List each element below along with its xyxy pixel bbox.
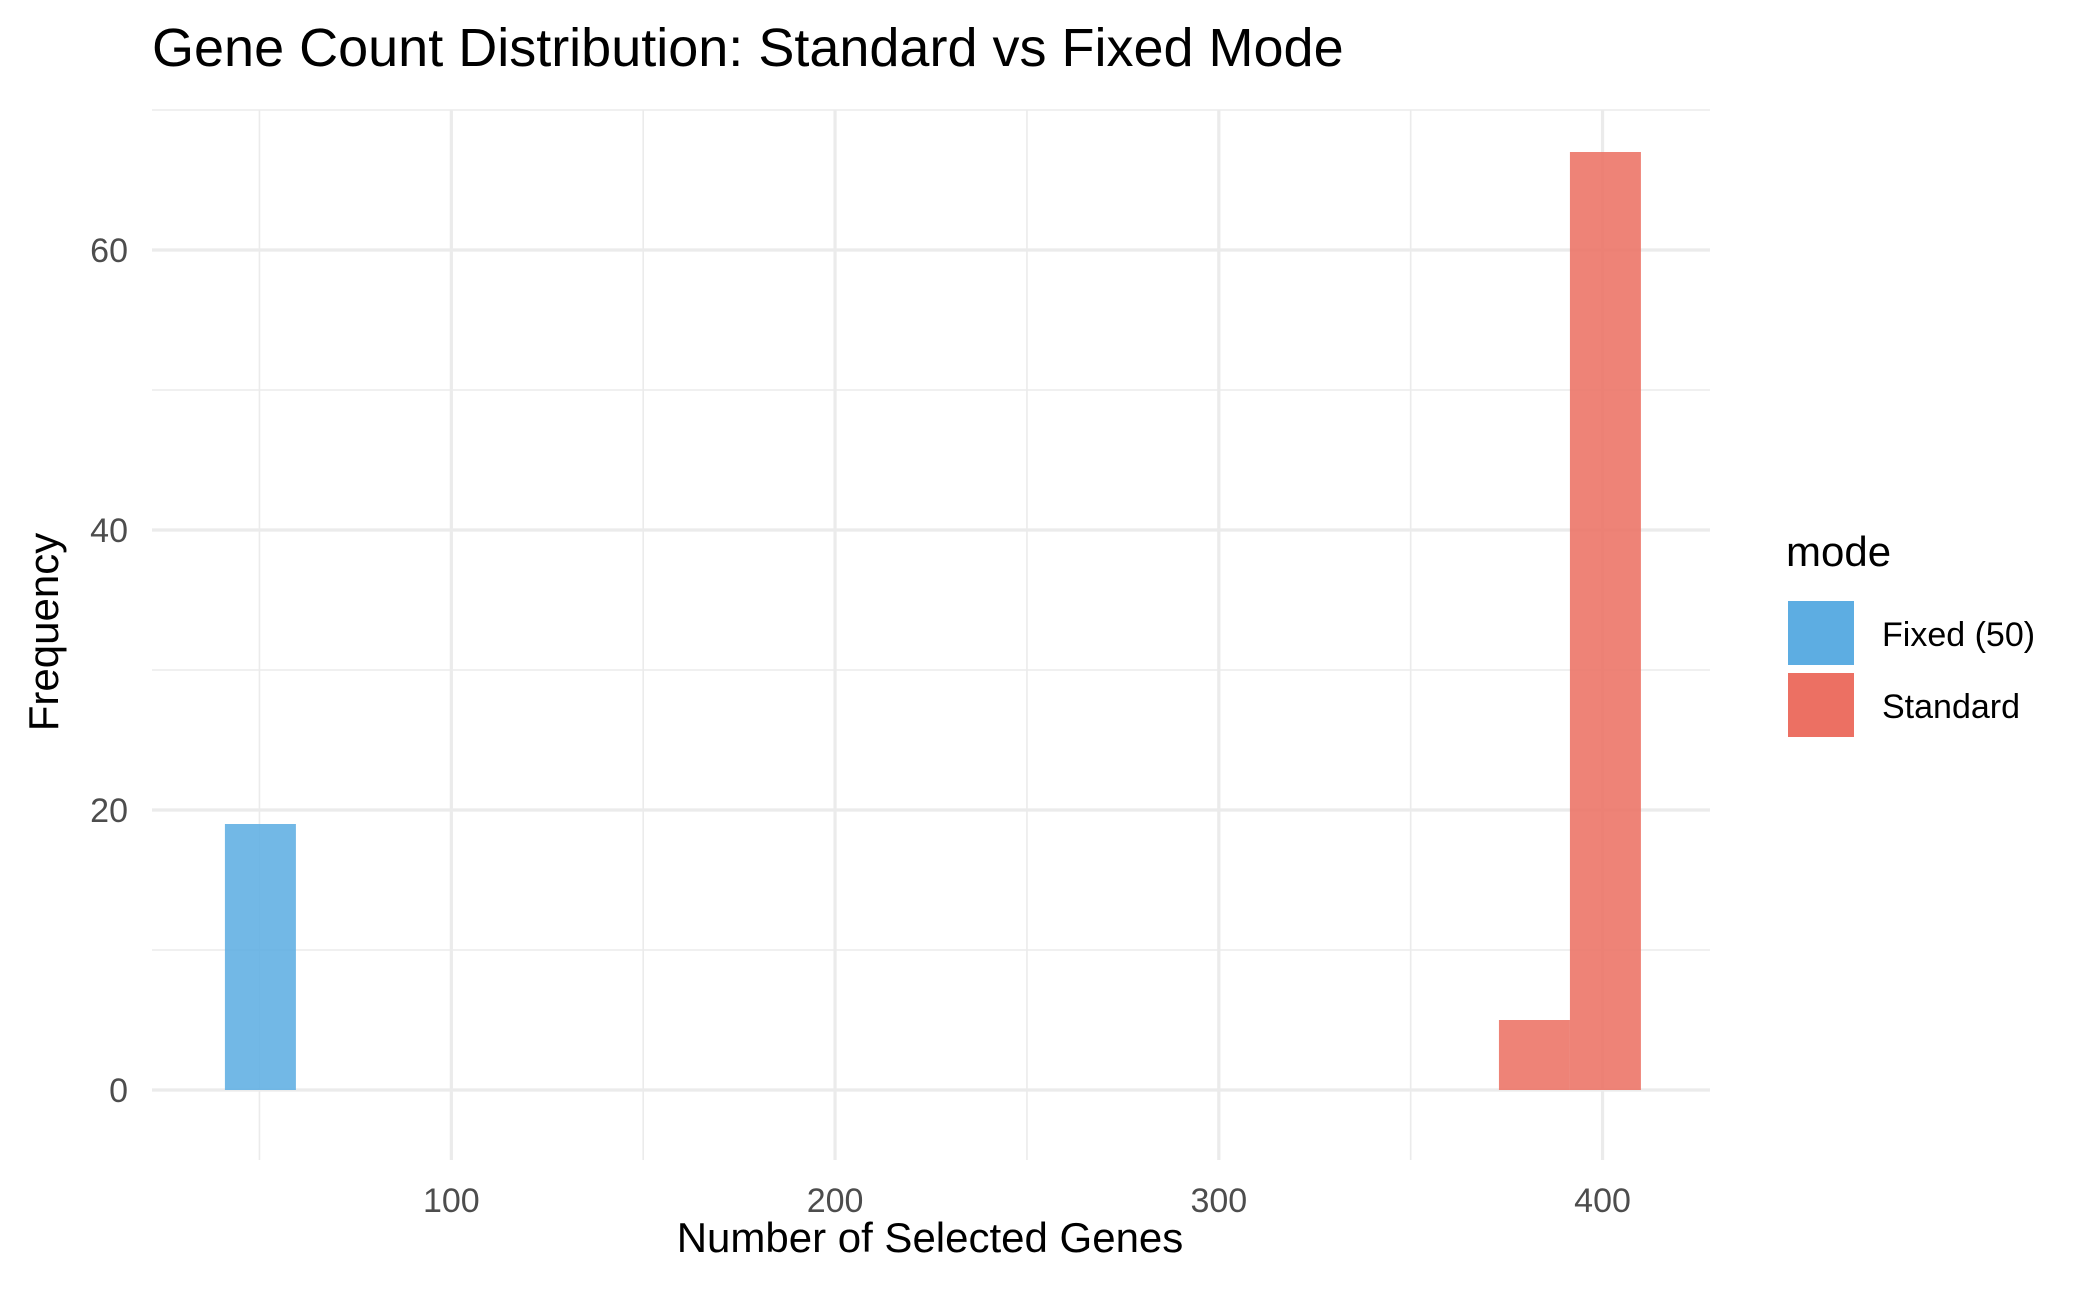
histogram-bars xyxy=(224,152,1641,1090)
x-tick-label: 300 xyxy=(1190,1182,1247,1220)
legend-label-fixed: Fixed (50) xyxy=(1882,616,2035,654)
x-axis-title: Number of Selected Genes xyxy=(677,1214,1184,1261)
histogram-bar-standard xyxy=(1498,1020,1570,1090)
legend-swatch-fixed xyxy=(1788,601,1854,665)
x-tick-label: 400 xyxy=(1574,1182,1631,1220)
y-tick-label: 60 xyxy=(90,232,128,270)
chart-title: Gene Count Distribution: Standard vs Fix… xyxy=(152,18,1344,78)
histogram-bar-fixed-50 xyxy=(224,824,296,1090)
x-tick-label: 200 xyxy=(807,1182,864,1220)
histogram-bar-standard xyxy=(1569,152,1641,1090)
legend-swatch-standard xyxy=(1788,673,1854,737)
legend: mode Fixed (50) Standard xyxy=(1786,528,2035,737)
y-axis-tick-labels: 0 20 40 60 xyxy=(90,232,128,1110)
x-axis-tick-labels: 100 200 300 400 xyxy=(423,1182,1631,1220)
legend-label-standard: Standard xyxy=(1882,688,2020,726)
legend-title: mode xyxy=(1786,528,1891,575)
x-tick-label: 100 xyxy=(423,1182,480,1220)
y-tick-label: 40 xyxy=(90,512,128,550)
major-gridlines xyxy=(152,110,1710,1160)
y-tick-label: 0 xyxy=(109,1072,128,1110)
y-axis-title: Frequency xyxy=(20,533,67,731)
y-tick-label: 20 xyxy=(90,792,128,830)
minor-gridlines xyxy=(152,109,1710,1160)
